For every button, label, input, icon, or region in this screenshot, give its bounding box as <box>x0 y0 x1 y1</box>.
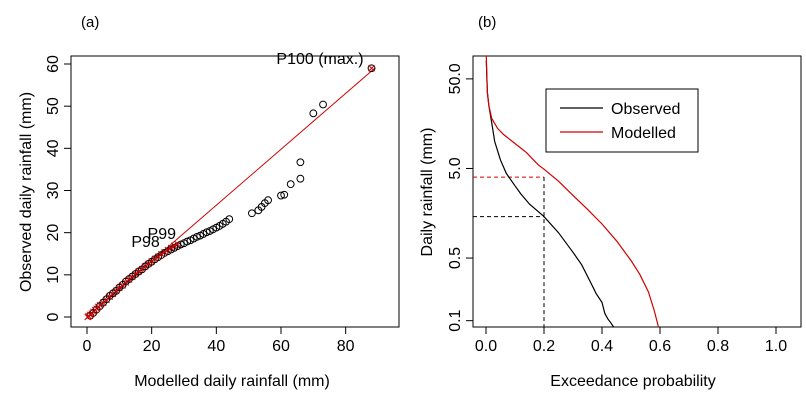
panel-b-x-tick-label: 0.2 <box>533 338 555 355</box>
panel-b-x-tick-label: 0.4 <box>591 338 613 355</box>
panel-a-point-circle <box>225 215 234 224</box>
panel-a-x-tick-label: 20 <box>143 338 161 355</box>
panel-a-point-cross <box>161 248 168 256</box>
legend-box <box>545 88 699 153</box>
panel-a-annotation: P99 <box>148 226 177 243</box>
panel-a-point-cross <box>164 246 172 254</box>
panel-b-exceedance: (b) 0.0 0.2 0.4 0.6 0.8 1.0 0.1 0.5 5.0 50.0 Obs… <box>419 14 802 390</box>
panel-a-point-cross <box>151 255 159 263</box>
panel-a-y-tick-label: 50 <box>45 97 62 115</box>
panel-a-label: (a) <box>81 14 99 31</box>
panel-b-y-tick-label: 50.0 <box>447 63 464 94</box>
panel-a-point-circle <box>280 190 289 199</box>
panel-a-point-cross <box>368 64 375 72</box>
panel-a-annotation: P98 <box>131 234 160 251</box>
panel-a-point-circle <box>286 180 295 189</box>
panel-a-point-cross <box>158 250 165 258</box>
panel-b-reference-lines <box>473 176 545 327</box>
panel-b-y-tick-label: 0.5 <box>447 247 464 269</box>
panel-a-point-circle <box>296 158 305 167</box>
panel-b-x-tick-label: 0.0 <box>475 338 497 355</box>
panel-a-point-circle <box>264 196 272 205</box>
panel-b-y-tick-label: 5.0 <box>447 157 464 179</box>
panel-a-point-circle <box>309 109 318 118</box>
panel-b-x-tick-label: 1.0 <box>765 338 787 355</box>
panel-a-point-circle <box>248 209 256 218</box>
panel-a-annotation: P100 (max.) <box>276 51 363 68</box>
panel-a-point-circle <box>367 64 376 73</box>
panel-a-point-cross <box>174 240 181 248</box>
panel-a-y-tick-label: 10 <box>45 266 62 284</box>
panel-a-y-tick-label: 60 <box>45 55 62 73</box>
panel-b-y-tick-label: 0.1 <box>447 309 464 331</box>
panel-a-one-to-one-line <box>86 67 376 318</box>
panel-b-y-axis-label: Daily rainfall (mm) <box>419 128 436 257</box>
panel-a-point-circle <box>319 100 327 109</box>
panel-a-x-tick-label: 80 <box>337 338 355 355</box>
panel-a-x-tick-label: 40 <box>207 338 225 355</box>
legend: Observed Modelled <box>545 88 699 153</box>
legend-label-modelled: Modelled <box>611 125 676 142</box>
panel-a-point-cross <box>167 244 175 252</box>
panel-a-y-axis: 0 10 20 30 40 50 60 <box>45 55 71 321</box>
panel-a-y-tick-label: 40 <box>45 139 62 157</box>
panel-a-point-circle <box>277 191 285 200</box>
panel-a-points <box>84 64 376 321</box>
panel-a-y-tick-label: 20 <box>45 224 62 242</box>
panel-a-x-tick-label: 0 <box>83 338 92 355</box>
panel-b-line-modelled <box>485 55 660 328</box>
panel-a-y-tick-label: 30 <box>45 182 62 200</box>
panel-b-label: (b) <box>478 14 496 31</box>
panel-a-y-axis-label: Observed daily rainfall (mm) <box>18 92 35 292</box>
legend-label-observed: Observed <box>611 101 680 118</box>
panel-b-x-axis: 0.0 0.2 0.4 0.6 0.8 1.0 <box>475 326 787 355</box>
panel-a-x-axis-label: Modelled daily rainfall (mm) <box>134 373 330 390</box>
panel-b-series <box>485 55 660 328</box>
panel-b-x-axis-label: Exceedance probability <box>550 373 715 390</box>
panel-b-x-tick-label: 0.8 <box>707 338 729 355</box>
panel-a-point-circle <box>296 174 305 183</box>
panel-b-y-axis: 0.1 0.5 5.0 50.0 <box>447 63 473 332</box>
panel-a-x-axis: 0 20 40 60 80 <box>83 326 355 355</box>
panel-a-point-cross <box>170 242 178 250</box>
panel-a-y-tick-label: 0 <box>45 312 62 321</box>
panel-b-x-tick-label: 0.6 <box>649 338 671 355</box>
panel-a-x-tick-label: 60 <box>272 338 290 355</box>
